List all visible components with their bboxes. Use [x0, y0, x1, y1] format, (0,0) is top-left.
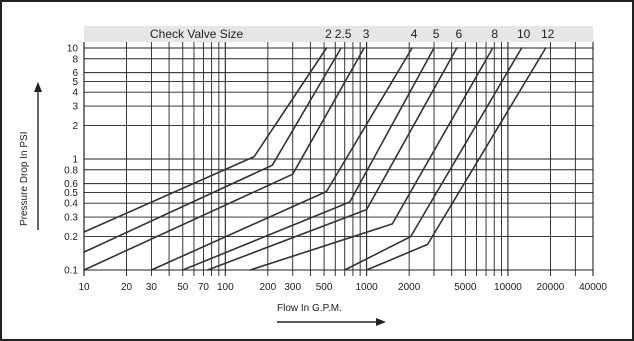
y-tick-label: 0.4 [64, 199, 78, 210]
x-tick-label: 2000 [398, 282, 421, 293]
series-line-6 [206, 47, 458, 271]
size-label-6: 6 [455, 27, 462, 41]
series-layer [83, 47, 547, 271]
y-tick-label: 1 [72, 155, 78, 166]
size-label-4: 4 [411, 27, 418, 41]
y-tick-label: 8 [72, 54, 78, 65]
y-tick-label: 2 [72, 121, 78, 132]
series-line-10 [343, 47, 523, 271]
y-tick-label: 5 [72, 77, 78, 88]
size-header-band [84, 26, 593, 42]
size-label-8: 8 [491, 27, 498, 41]
y-tick-label: 3 [72, 102, 78, 113]
y-tick-label: 0.6 [64, 179, 78, 190]
size-label-10: 10 [517, 27, 531, 41]
y-tick-label: 0.1 [64, 266, 78, 277]
x-tick-label: 40000 [579, 282, 607, 293]
series-line-4 [150, 47, 413, 271]
x-axis-arrow-head [376, 318, 386, 326]
series-line-5 [182, 47, 435, 271]
series-line-3 [83, 47, 365, 271]
series-line-2 [83, 47, 328, 233]
x-tick-label: 500 [316, 282, 333, 293]
x-tick-label: 70 [198, 282, 210, 293]
size-label-3: 3 [363, 27, 370, 41]
y-tick-label: 4 [72, 88, 78, 99]
series-line-2-5 [83, 47, 342, 253]
series-line-8 [249, 47, 494, 271]
x-tick-label: 300 [284, 282, 301, 293]
size-label-2-5: 2.5 [335, 27, 352, 41]
x-tick-label: 10000 [494, 282, 522, 293]
x-tick-label: 20 [121, 282, 133, 293]
y-tick-labels: 0.1 0.2 0.3 0.40.50.6 0.81 2 3 456 810 [64, 44, 78, 277]
size-label-2: 2 [325, 27, 332, 41]
size-header-label: Check Valve Size [150, 27, 243, 41]
series-line-12 [365, 47, 547, 271]
x-axis-title: Flow In G.P.M. [277, 303, 342, 314]
y-tick-label: 0.2 [64, 232, 78, 243]
size-label-12: 12 [541, 27, 555, 41]
x-tick-label: 30 [146, 282, 158, 293]
y-tick-label: 10 [67, 44, 79, 55]
x-tick-labels: 10 20 30 50 70 100 200 300 500 1000 2000 5000 10000 2… [78, 282, 607, 293]
y-axis-title: Pressure Drop In PSI [19, 132, 30, 226]
y-tick-label: 0.5 [64, 188, 78, 199]
x-tick-label: 5000 [454, 282, 477, 293]
x-tick-label: 100 [217, 282, 234, 293]
y-axis-arrow-head [34, 82, 42, 92]
x-tick-label: 50 [177, 282, 189, 293]
size-labels: 2 2.5 3 4 5 6 8 10 12 [325, 27, 555, 41]
x-tick-label: 20000 [537, 282, 565, 293]
x-tick-label: 10 [78, 282, 90, 293]
x-tick-label: 1000 [355, 282, 378, 293]
y-tick-label: 0.8 [64, 165, 78, 176]
size-label-5: 5 [433, 27, 440, 41]
x-tick-label: 200 [260, 282, 277, 293]
y-tick-label: 6 [72, 68, 78, 79]
y-tick-label: 0.3 [64, 213, 78, 224]
